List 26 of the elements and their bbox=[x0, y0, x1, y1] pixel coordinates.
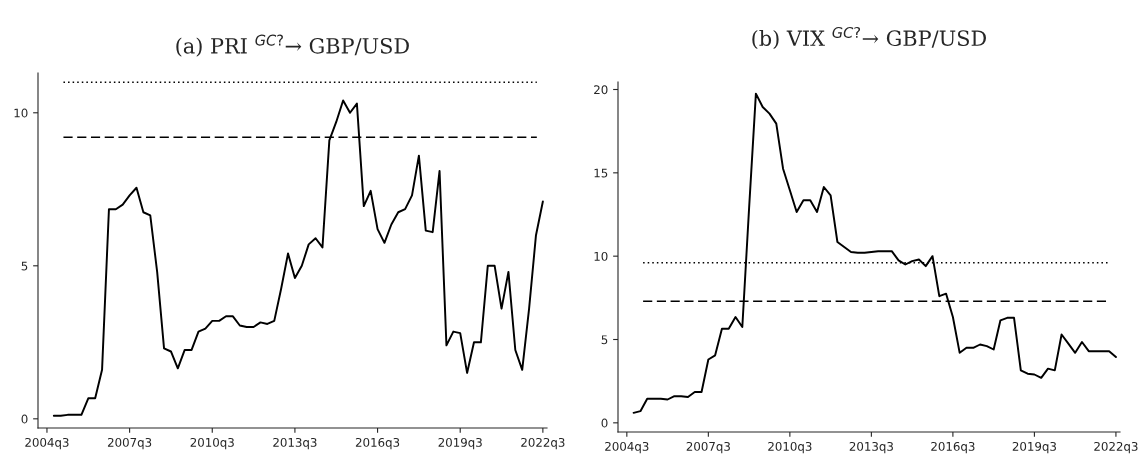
x-tick-label: 2004q3 bbox=[605, 441, 649, 454]
x-tick-label: 2022q3 bbox=[1094, 441, 1138, 454]
line-series bbox=[52, 99, 544, 417]
y-tick-label: 0 bbox=[21, 414, 28, 424]
y-tick-label: 0 bbox=[601, 418, 608, 428]
x-tick-label: 2016q3 bbox=[355, 437, 400, 450]
y-tick-label: 20 bbox=[594, 85, 608, 95]
x-tick-label: 2010q3 bbox=[768, 441, 812, 454]
x-tick-label: 2007q3 bbox=[686, 441, 730, 454]
y-tick-label: 10 bbox=[14, 108, 28, 118]
x-tick-label: 2013q3 bbox=[273, 437, 317, 450]
y-tick-label: 10 bbox=[594, 251, 608, 261]
chart-title: (b) VIX $^{GC?}$→ GBP/USD bbox=[752, 26, 986, 49]
x-tick-label: 2019q3 bbox=[1012, 441, 1056, 454]
x-tick-label: 2004q3 bbox=[25, 437, 69, 450]
x-tick-label: 2019q3 bbox=[438, 437, 482, 450]
x-tick-label: 2010q3 bbox=[190, 437, 234, 450]
x-tick-label: 2016q3 bbox=[931, 441, 975, 454]
chart-title: (a) PRI $^{GC?}$→ GBP/USD bbox=[176, 34, 409, 57]
x-tick-label: 2007q3 bbox=[107, 437, 152, 450]
y-tick-label: 5 bbox=[21, 261, 28, 271]
y-tick-label: 5 bbox=[601, 335, 608, 345]
y-tick-label: 15 bbox=[594, 168, 608, 178]
line-series bbox=[632, 92, 1117, 414]
x-tick-label: 2013q3 bbox=[849, 441, 893, 454]
x-tick-label: 2022q3 bbox=[521, 437, 565, 450]
